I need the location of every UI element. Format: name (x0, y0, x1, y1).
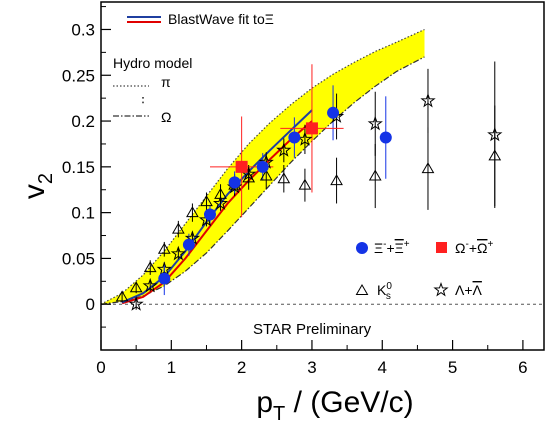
x-tick-labels: 0 1 2 3 4 5 6 (96, 358, 527, 377)
xi-point (158, 272, 171, 285)
legend-k0s-main: K (377, 282, 387, 298)
k0s-point (157, 242, 171, 254)
hydro-pion-curve (100, 28, 425, 305)
legend-lambda-bar: Λ (473, 282, 483, 298)
legend-xi-label: Ξ-+Ξ+ (374, 239, 410, 256)
xi-point (327, 106, 340, 119)
xi-point (379, 131, 392, 144)
legend-xi-plus: + (386, 240, 394, 256)
data-markers (115, 92, 503, 311)
legend-lambda-marker (433, 281, 449, 297)
y-tick-label: 0.05 (62, 249, 95, 268)
x-axis-title-main: p (256, 386, 273, 419)
x-tick-label: 3 (307, 358, 316, 377)
k0s-point (298, 178, 312, 190)
x-axis-title-sub: T (273, 403, 285, 424)
k0s-point (171, 222, 185, 234)
legend-xi-sup2: + (404, 239, 410, 250)
lambda-point (142, 277, 158, 293)
xi-point (228, 176, 241, 189)
xi-point (288, 131, 301, 144)
k0s-point (368, 169, 382, 181)
hydro-heading: Hydro model (113, 55, 192, 71)
legend-omega-label: Ω (161, 109, 171, 125)
x-axis-title-unit: / (GeV/c) (285, 386, 413, 419)
xi-point (203, 208, 216, 221)
y-tick-label: 0.15 (62, 158, 95, 177)
y-tick-label: 0.3 (71, 20, 95, 39)
legend-blastwave-text: BlastWave fit to (168, 11, 265, 27)
x-axis-title: pT / (GeV/c) (256, 386, 413, 424)
legend-xi-main: Ξ (374, 240, 383, 256)
x-tick-label: 5 (448, 358, 457, 377)
axis-ticks (100, 6, 524, 350)
legend-omega-bar: Ω (477, 240, 487, 256)
legend-omega-sup1: - (465, 239, 468, 250)
k0s-point (186, 206, 199, 218)
omega-point (305, 122, 318, 135)
legend-pion-label: π (161, 74, 171, 90)
x-tick-label: 0 (96, 358, 105, 377)
legend-k0s-sub: s (386, 291, 391, 302)
y-tick-label: 0.1 (71, 204, 95, 223)
plot-frame (100, 1, 545, 351)
lambda-point (367, 115, 383, 131)
legend-k0s-sup: 0 (386, 281, 392, 292)
lambda-point (420, 92, 436, 108)
y-tick-label: 0 (86, 295, 95, 314)
y-axis-title-sub: 2 (35, 173, 57, 184)
y-tick-labels: 0 0.05 0.1 0.15 0.2 0.25 0.3 (62, 20, 95, 314)
x-tick-label: 2 (237, 358, 246, 377)
legend-omega-main: Ω (455, 240, 465, 256)
legend-blastwave-particle: Ξ (265, 11, 274, 27)
x-tick-label: 4 (378, 358, 387, 377)
legend-k0s-label: K0 s (377, 281, 392, 302)
lambda-point (156, 261, 172, 276)
lambda-point (212, 195, 229, 210)
legend-omega-series-label: Ω-+Ω+ (455, 239, 493, 256)
xi-point (182, 238, 195, 251)
omega-point (235, 160, 248, 173)
blastwave-legend: BlastWave fit toΞ (127, 11, 274, 27)
lambda-point (170, 245, 186, 261)
k0s-point (143, 261, 157, 273)
legend-lambda-plus: + (464, 282, 472, 298)
k0s-point (115, 290, 129, 302)
x-tick-label: 6 (518, 358, 527, 377)
star-preliminary-label: STAR Preliminary (253, 321, 372, 338)
lambda-point (487, 126, 503, 142)
series-legend: Ξ-+Ξ+ Ω-+Ω+ K0 s Λ+Λ (355, 239, 493, 302)
lambda-point (128, 296, 144, 311)
k0s-point (277, 172, 291, 184)
legend-omega-marker (436, 242, 447, 253)
xi-point (256, 160, 269, 173)
legend-xi-marker (356, 242, 368, 254)
y-tick-label: 0.25 (62, 66, 95, 85)
legend-lambda-label: Λ+Λ (455, 282, 483, 298)
hydro-legend: Hydro model π Ω (113, 55, 192, 125)
y-axis-title: v2 (18, 173, 57, 199)
y-tick-label: 0.2 (71, 112, 95, 131)
legend-lambda-main: Λ (455, 282, 465, 298)
k0s-point (330, 174, 343, 186)
k0s-point (200, 195, 213, 207)
legend-k0s-marker (355, 284, 369, 295)
y-axis-title-main: v (18, 184, 51, 199)
legend-xi-bar: Ξ (395, 240, 404, 256)
k0s-point (129, 281, 143, 293)
x-tick-label: 1 (167, 358, 176, 377)
legend-xi-sup1: - (383, 239, 386, 250)
lambda-point (276, 142, 292, 157)
legend-omega-plus: + (469, 240, 477, 256)
legend-blastwave-label: BlastWave fit toΞ (168, 11, 274, 27)
k0s-point (259, 169, 273, 181)
k0s-point (488, 149, 502, 161)
k0s-point (421, 162, 435, 174)
legend-omega-sup2: + (487, 239, 493, 250)
